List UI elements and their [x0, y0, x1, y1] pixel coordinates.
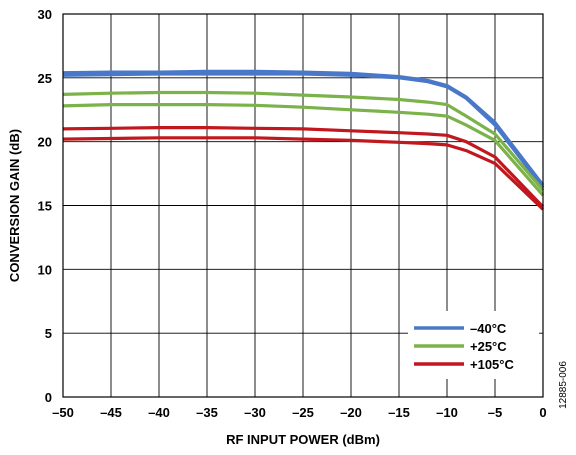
y-tick-label: 0 — [45, 390, 52, 405]
y-axis-title: CONVERSION GAIN (dB) — [7, 129, 22, 282]
y-tick-label: 20 — [38, 135, 52, 150]
y-tick-label: 15 — [38, 199, 52, 214]
series-lines — [62, 69, 545, 211]
x-axis-title: RF INPUT POWER (dBm) — [226, 432, 380, 447]
y-tick-label: 10 — [38, 262, 52, 277]
series-line — [62, 90, 545, 192]
x-tick-label: –5 — [488, 405, 502, 420]
figure-id: 12885-006 — [558, 361, 569, 409]
x-tick-label: –40 — [148, 405, 170, 420]
legend-label: –40°C — [470, 321, 507, 336]
x-tick-label: –20 — [340, 405, 362, 420]
x-tick-label: –15 — [388, 405, 410, 420]
legend: –40°C +25°C +105°C — [408, 311, 539, 379]
x-axis-ticks: –50 –45 –40 –35 –30 –25 –20 –15 –10 –5 0 — [52, 405, 546, 420]
series-line — [62, 72, 545, 189]
legend-label: +25°C — [470, 339, 507, 354]
plot-frame — [62, 13, 544, 398]
x-tick-label: –25 — [292, 405, 314, 420]
x-tick-label: –10 — [436, 405, 458, 420]
x-tick-label: 0 — [539, 405, 546, 420]
y-axis-ticks: 0 5 10 15 20 25 30 — [38, 7, 52, 405]
series-line — [62, 102, 545, 197]
x-tick-label: –35 — [196, 405, 218, 420]
y-tick-label: 5 — [45, 326, 52, 341]
series-line — [62, 136, 545, 211]
x-tick-label: –30 — [244, 405, 266, 420]
series-line — [62, 125, 545, 208]
legend-label: +105°C — [470, 357, 514, 372]
x-tick-label: –45 — [100, 405, 122, 420]
x-tick-label: –50 — [52, 405, 74, 420]
y-tick-label: 25 — [38, 71, 52, 86]
y-tick-label: 30 — [38, 7, 52, 22]
